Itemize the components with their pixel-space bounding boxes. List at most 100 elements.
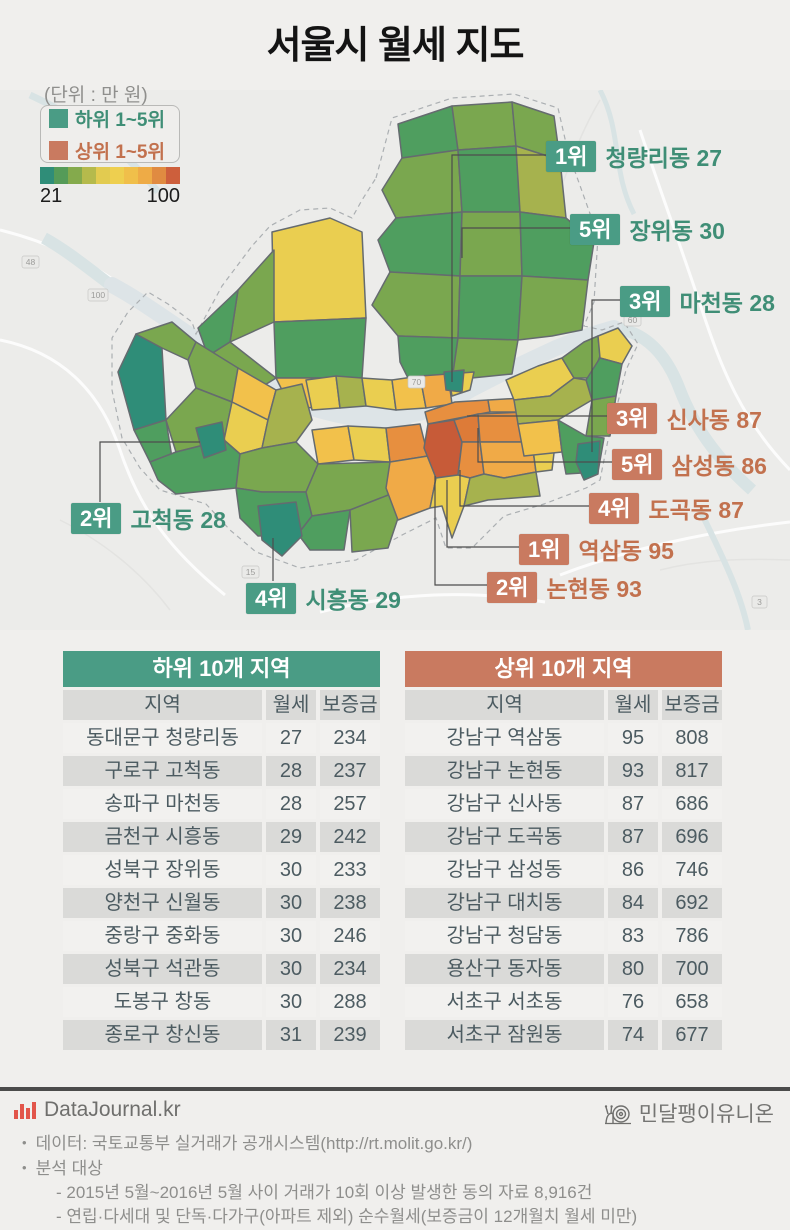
- table-cell: 786: [662, 921, 722, 951]
- table-cell: 강남구 신사동: [405, 789, 604, 819]
- svg-text:48: 48: [26, 257, 36, 267]
- seoul-rent-map: 48 100 70 60 15 3: [0, 88, 790, 631]
- table-cell: 95: [608, 723, 658, 753]
- table-cell: 종로구 창신동: [63, 1020, 262, 1050]
- color-scale-bar: [40, 167, 180, 184]
- svg-text:60: 60: [628, 315, 638, 325]
- table-cell: 80: [608, 954, 658, 984]
- table-cell: 용산구 동자동: [405, 954, 604, 984]
- table-cell: 28: [266, 789, 316, 819]
- callout-jangwi: 5위 장위동 30: [570, 212, 725, 246]
- rank-badge: 4위: [246, 582, 297, 614]
- table-cell: 234: [320, 954, 380, 984]
- scale-max: 100: [146, 185, 180, 207]
- callout-sinsa: 3위 신사동 87: [607, 401, 762, 435]
- table-cell: 강남구 역삼동: [405, 723, 604, 753]
- table-cell: 658: [662, 987, 722, 1017]
- rank-badge: 3위: [607, 402, 658, 434]
- table-cell: 서초구 잠원동: [405, 1020, 604, 1050]
- table-cell: 808: [662, 723, 722, 753]
- table-cell: 강남구 논현동: [405, 756, 604, 786]
- table-cell: 87: [608, 822, 658, 852]
- table-cell: 700: [662, 954, 722, 984]
- footnotes: 데이터: 국토교통부 실거래가 공개시스템(http://rt.molit.go…: [22, 1131, 762, 1229]
- table-cell: 31: [266, 1020, 316, 1050]
- rank-badge: 2위: [71, 502, 122, 534]
- table-cell: 696: [662, 822, 722, 852]
- table-cell: 동대문구 청량리동: [63, 723, 262, 753]
- table-cell: 83: [608, 921, 658, 951]
- table-cell: 288: [320, 987, 380, 1017]
- callout-dogok: 4위 도곡동 87: [589, 491, 744, 525]
- col-header-deposit: 보증금: [320, 690, 380, 720]
- table-cell: 중랑구 중화동: [63, 921, 262, 951]
- table-cell: 93: [608, 756, 658, 786]
- table-cell: 686: [662, 789, 722, 819]
- table-cell: 30: [266, 888, 316, 918]
- footnote-line: 분석 대상: [22, 1156, 762, 1181]
- table-cell: 30: [266, 921, 316, 951]
- table-cell: 송파구 마천동: [63, 789, 262, 819]
- callout-samseong: 5위 삼성동 86: [612, 447, 767, 481]
- callout-label: 고척동 28: [130, 507, 226, 533]
- table-cell: 74: [608, 1020, 658, 1050]
- table-cell: 구로구 고척동: [63, 756, 262, 786]
- table-cell: 29: [266, 822, 316, 852]
- callout-nonhyeon: 2위 논현동 93: [487, 570, 642, 604]
- table-cell: 금천구 시흥동: [63, 822, 262, 852]
- table-cell: 서초구 서초동: [405, 987, 604, 1017]
- table-bottom10: 하위 10개 지역 지역 월세 보증금 동대문구 청량리동 27 234 구로구 고…: [63, 651, 380, 1050]
- table-cell: 84: [608, 888, 658, 918]
- footnote-line: 데이터: 국토교통부 실거래가 공개시스템(http://rt.molit.go…: [22, 1131, 762, 1156]
- table-cell: 강남구 삼성동: [405, 855, 604, 885]
- table-cell: 28: [266, 756, 316, 786]
- svg-text:3: 3: [757, 597, 762, 607]
- col-header-region: 지역: [63, 690, 262, 720]
- table-bottom10-title: 하위 10개 지역: [63, 651, 380, 687]
- table-cell: 257: [320, 789, 380, 819]
- background-roads: [0, 88, 790, 631]
- callout-label: 마천동 28: [679, 290, 775, 316]
- table-cell: 237: [320, 756, 380, 786]
- high-color-swatch: [49, 140, 68, 160]
- brand-row: DataJournal.kr: [14, 1098, 181, 1122]
- table-cell: 30: [266, 954, 316, 984]
- footer-divider: [0, 1087, 790, 1091]
- table-cell: 233: [320, 855, 380, 885]
- table-cell: 강남구 대치동: [405, 888, 604, 918]
- table-cell: 도봉구 창동: [63, 987, 262, 1017]
- table-cell: 76: [608, 987, 658, 1017]
- callout-siheung: 4위 시흥동 29: [246, 581, 401, 615]
- table-bottom10-grid: 지역 월세 보증금 동대문구 청량리동 27 234 구로구 고척동 28 237 송파…: [63, 690, 380, 1050]
- scale-min: 21: [40, 185, 63, 207]
- col-header-rent: 월세: [608, 690, 658, 720]
- table-cell: 246: [320, 921, 380, 951]
- callout-label: 청량리동 27: [605, 145, 723, 171]
- legend-low-label: 하위 1~5위: [75, 109, 165, 131]
- table-cell: 239: [320, 1020, 380, 1050]
- callout-label: 역삼동 95: [578, 538, 674, 564]
- legend-item-high: 상위 1~5위: [49, 137, 179, 164]
- low-color-swatch: [49, 108, 68, 128]
- table-top10-grid: 지역 월세 보증금 강남구 역삼동 95 808 강남구 논현동 93 817 강남구 …: [405, 690, 722, 1050]
- svg-text:70: 70: [412, 377, 422, 387]
- rank-badge: 2위: [487, 571, 538, 603]
- table-cell: 87: [608, 789, 658, 819]
- legend-unit-label: (단위 : 만 원): [44, 85, 148, 106]
- page-title: 서울시 월세 지도: [266, 25, 525, 67]
- rank-badge: 1위: [546, 140, 597, 172]
- choropleth-map: 48 100 70 60 15 3: [0, 88, 790, 631]
- legend-high-label: 상위 1~5위: [75, 141, 165, 163]
- callout-gocheok: 2위 고척동 28: [71, 501, 226, 535]
- table-cell: 692: [662, 888, 722, 918]
- callout-label: 신사동 87: [666, 407, 762, 433]
- callout-cheongnyangni: 1위 청량리동 27: [546, 139, 722, 173]
- table-cell: 30: [266, 855, 316, 885]
- rank-badge: 4위: [589, 492, 640, 524]
- legend-item-low: 하위 1~5위: [49, 105, 179, 132]
- table-cell: 30: [266, 987, 316, 1017]
- callout-label: 논현동 93: [546, 576, 642, 602]
- callout-label: 시흥동 29: [305, 587, 401, 613]
- callout-label: 장위동 30: [629, 218, 725, 244]
- org-row: 민달팽이유니온: [603, 1098, 774, 1128]
